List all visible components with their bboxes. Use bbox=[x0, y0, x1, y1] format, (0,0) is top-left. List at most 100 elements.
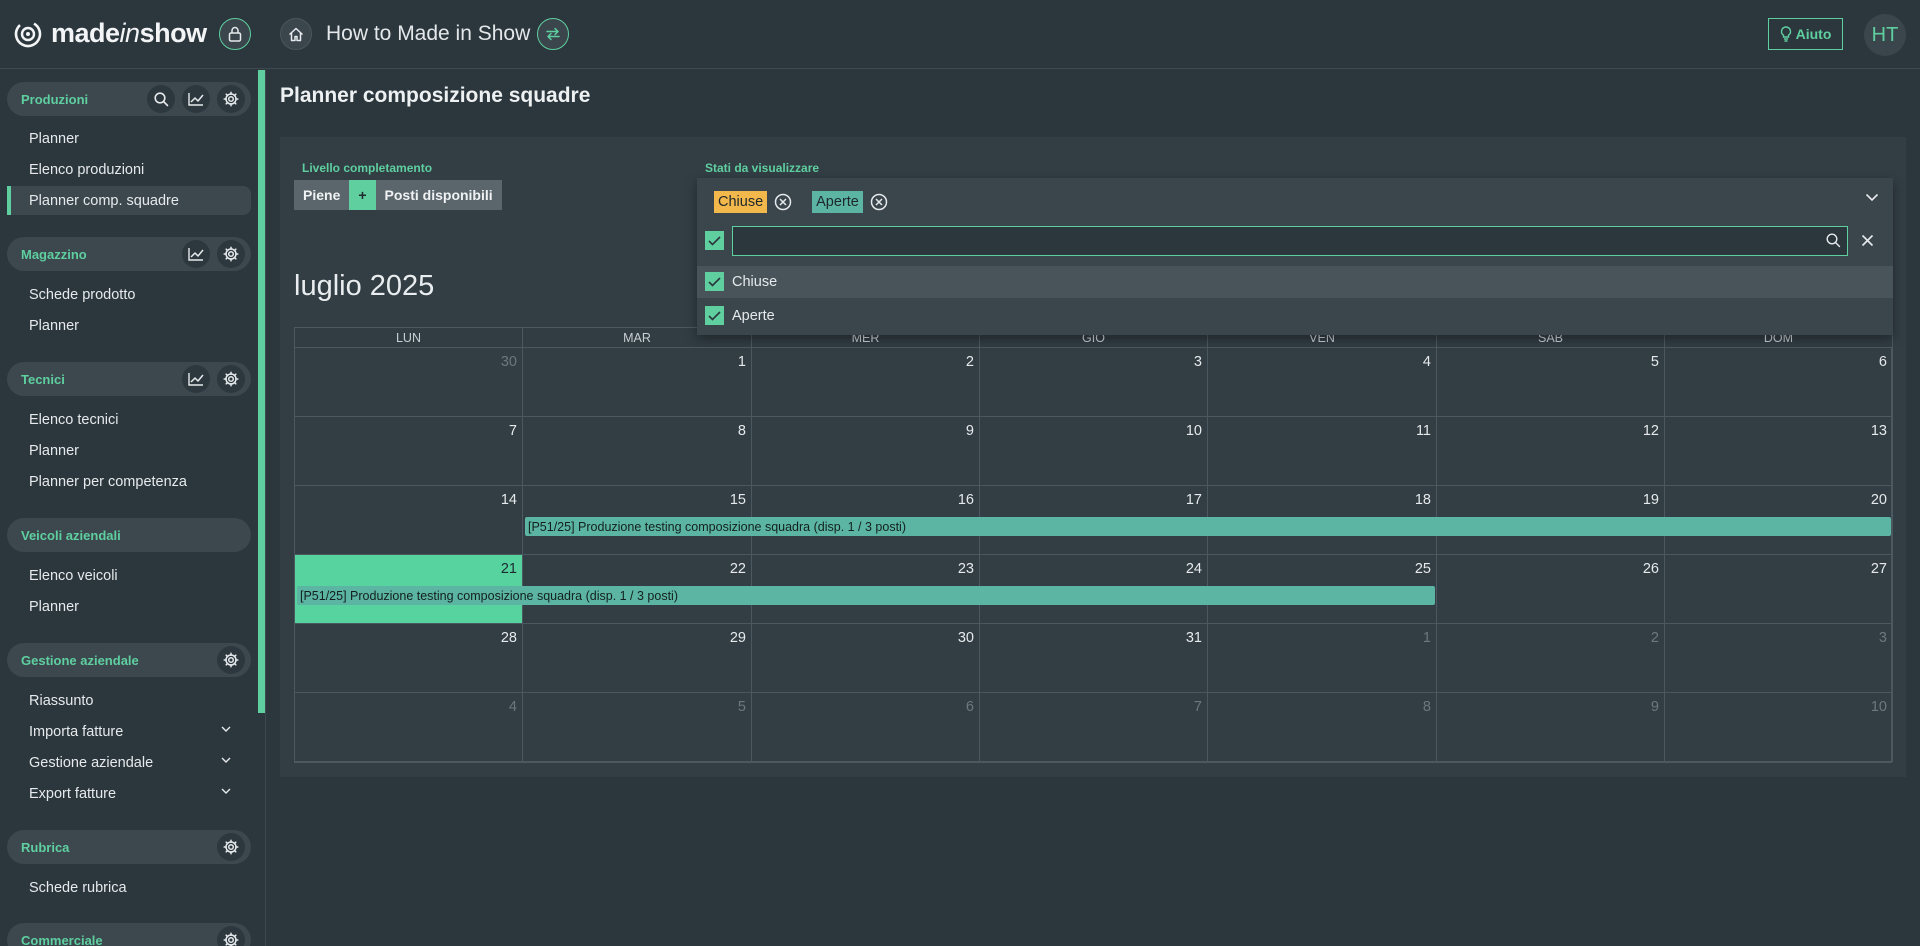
day-cell[interactable]: 28 bbox=[295, 624, 523, 693]
chart-trend-icon bbox=[188, 248, 204, 261]
close-icon[interactable] bbox=[1861, 234, 1874, 247]
option-aperte[interactable]: Aperte bbox=[697, 300, 1893, 332]
day-cell[interactable]: 5 bbox=[523, 693, 752, 762]
day-number: 8 bbox=[737, 423, 746, 439]
sidebar-item-planner-veicoli[interactable]: Planner bbox=[29, 598, 79, 615]
section-header-produzioni[interactable]: Produzioni bbox=[7, 82, 251, 116]
event-bar[interactable]: [P51/25] Produzione testing composizione… bbox=[525, 517, 1891, 536]
day-cell[interactable]: 9 bbox=[1437, 693, 1665, 762]
states-search-input[interactable] bbox=[732, 226, 1848, 256]
day-cell[interactable]: 6 bbox=[752, 693, 980, 762]
section-header-gestione-aziendale[interactable]: Gestione aziendale bbox=[7, 643, 251, 677]
sidebar-item-schede-rubrica[interactable]: Schede rubrica bbox=[29, 879, 127, 896]
day-cell[interactable]: 4 bbox=[1208, 348, 1437, 417]
day-cell[interactable]: 1 bbox=[1208, 624, 1437, 693]
sidebar-item-planner-produzioni[interactable]: Planner bbox=[29, 130, 79, 147]
day-cell[interactable]: 6 bbox=[1665, 348, 1893, 417]
help-button[interactable]: Aiuto bbox=[1768, 18, 1843, 50]
switch-app-button[interactable] bbox=[537, 18, 569, 50]
section-header-rubrica[interactable]: Rubrica bbox=[7, 830, 251, 864]
sidebar-item-planner-per-competenza[interactable]: Planner per competenza bbox=[29, 473, 187, 490]
sidebar-item-export-fatture[interactable]: Export fatture bbox=[7, 779, 251, 808]
option-checkbox[interactable] bbox=[705, 306, 724, 325]
day-cell[interactable]: 30 bbox=[752, 624, 980, 693]
day-cell[interactable]: 3 bbox=[1665, 624, 1893, 693]
day-cell[interactable]: 9 bbox=[752, 417, 980, 486]
day-cell[interactable]: 5 bbox=[1437, 348, 1665, 417]
sidebar-item-planner-comp-squadre[interactable]: Planner comp. squadre bbox=[7, 186, 251, 215]
user-avatar[interactable]: HT bbox=[1864, 14, 1906, 56]
section-header-veicoli-aziendali[interactable]: Veicoli aziendali bbox=[7, 518, 251, 552]
stats-button[interactable] bbox=[182, 365, 210, 393]
filter-posti-disponibili-button[interactable]: Posti disponibili bbox=[375, 180, 502, 210]
settings-button[interactable] bbox=[217, 833, 245, 861]
day-cell[interactable]: 2 bbox=[752, 348, 980, 417]
day-cell[interactable]: 31 bbox=[980, 624, 1208, 693]
day-cell[interactable]: 20 bbox=[1665, 486, 1893, 555]
day-cell[interactable]: 13 bbox=[1665, 417, 1893, 486]
day-cell[interactable]: 8 bbox=[1208, 693, 1437, 762]
stats-button[interactable] bbox=[182, 240, 210, 268]
section-title: Commerciale bbox=[21, 933, 103, 946]
day-cell[interactable]: 10 bbox=[1665, 693, 1893, 762]
brand-logo[interactable]: madeinshow bbox=[13, 18, 207, 49]
section-header-magazzino[interactable]: Magazzino bbox=[7, 237, 251, 271]
sidebar-item-riassunto[interactable]: Riassunto bbox=[29, 692, 94, 709]
sidebar-scroll-indicator[interactable] bbox=[258, 70, 265, 713]
remove-aperte-icon[interactable] bbox=[870, 193, 888, 211]
day-cell[interactable]: 11 bbox=[1208, 417, 1437, 486]
option-checkbox[interactable] bbox=[705, 272, 724, 291]
settings-button[interactable] bbox=[217, 240, 245, 268]
select-all-checkbox[interactable] bbox=[705, 231, 724, 250]
gear-icon bbox=[223, 371, 239, 387]
chip-chiuse: Chiuse bbox=[714, 191, 768, 213]
filter-piene-button[interactable]: Piene bbox=[294, 180, 350, 210]
day-cell[interactable]: 7 bbox=[980, 693, 1208, 762]
day-cell[interactable]: 29 bbox=[523, 624, 752, 693]
day-cell[interactable]: 27 bbox=[1665, 555, 1893, 624]
home-button[interactable] bbox=[280, 18, 312, 50]
remove-chiuse-icon[interactable] bbox=[774, 193, 792, 211]
day-cell[interactable]: 4 bbox=[295, 693, 523, 762]
settings-button[interactable] bbox=[217, 926, 245, 946]
search-button[interactable] bbox=[147, 85, 175, 113]
option-label: Aperte bbox=[732, 308, 775, 324]
day-cell[interactable]: 7 bbox=[295, 417, 523, 486]
day-number: 3 bbox=[1193, 354, 1202, 370]
sidebar-item-schede-prodotto[interactable]: Schede prodotto bbox=[29, 286, 136, 303]
section-header-tecnici[interactable]: Tecnici bbox=[7, 362, 251, 396]
day-cell[interactable]: 8 bbox=[523, 417, 752, 486]
sidebar-item-planner-tecnici[interactable]: Planner bbox=[29, 442, 79, 459]
event-bar[interactable]: [P51/25] Produzione testing composizione… bbox=[297, 586, 1435, 605]
day-number: 18 bbox=[1414, 492, 1431, 508]
settings-button[interactable] bbox=[217, 85, 245, 113]
sidebar-item-elenco-produzioni[interactable]: Elenco produzioni bbox=[29, 161, 145, 178]
lock-button[interactable] bbox=[219, 18, 251, 50]
sidebar-item-elenco-tecnici[interactable]: Elenco tecnici bbox=[29, 411, 119, 428]
day-cell[interactable]: 14 bbox=[295, 486, 523, 555]
day-cell[interactable]: 1 bbox=[523, 348, 752, 417]
chevron-down-icon[interactable] bbox=[1865, 193, 1879, 202]
top-bar: madeinshow How to Made in Show Aiuto HT bbox=[0, 0, 1920, 69]
day-number: 27 bbox=[1870, 561, 1887, 577]
day-cell[interactable]: 10 bbox=[980, 417, 1208, 486]
day-number: 12 bbox=[1642, 423, 1659, 439]
filter-plus-button[interactable]: + bbox=[349, 180, 376, 210]
sidebar-item-gestione-aziendale[interactable]: Gestione aziendale bbox=[7, 748, 251, 777]
states-multiselect[interactable]: Chiuse Aperte Chiuse Aperte bbox=[697, 178, 1893, 335]
section-header-commerciale[interactable]: Commerciale bbox=[7, 923, 251, 946]
settings-button[interactable] bbox=[217, 646, 245, 674]
sidebar-item-importa-fatture[interactable]: Importa fatture bbox=[7, 717, 251, 746]
checkmark-icon bbox=[708, 235, 721, 246]
option-chiuse[interactable]: Chiuse bbox=[697, 266, 1893, 298]
sidebar-item-planner-magazzino[interactable]: Planner bbox=[29, 317, 79, 334]
settings-button[interactable] bbox=[217, 365, 245, 393]
sidebar-item-elenco-veicoli[interactable]: Elenco veicoli bbox=[29, 567, 118, 584]
stats-button[interactable] bbox=[182, 85, 210, 113]
day-cell[interactable]: 26 bbox=[1437, 555, 1665, 624]
day-cell[interactable]: 2 bbox=[1437, 624, 1665, 693]
day-cell[interactable]: 3 bbox=[980, 348, 1208, 417]
day-cell[interactable]: 25 bbox=[1208, 555, 1437, 624]
day-cell[interactable]: 30 bbox=[295, 348, 523, 417]
day-cell[interactable]: 12 bbox=[1437, 417, 1665, 486]
